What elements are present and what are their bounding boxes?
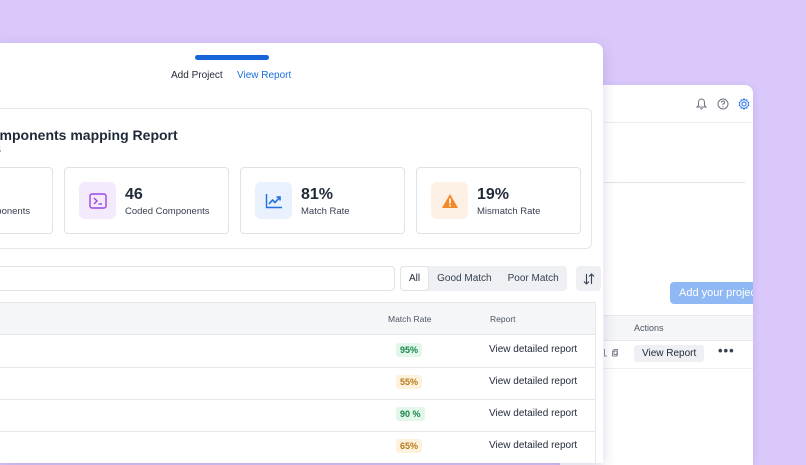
stat-label: Match Rate	[301, 206, 350, 217]
step-view-report[interactable]: View Report	[237, 70, 292, 81]
match-rate-badge: 95%	[396, 343, 423, 357]
report-title: omponents mapping Report	[0, 127, 178, 143]
stat-label: Coded Components	[125, 206, 210, 217]
sort-icon	[583, 272, 594, 285]
form-divider	[604, 182, 745, 183]
match-rate-badge: 55%	[396, 375, 423, 389]
view-detailed-report-link[interactable]: View detailed report	[489, 440, 578, 451]
stat-card-coded-components: 46 Coded Components	[64, 167, 229, 234]
view-detailed-report-link[interactable]: View detailed report	[489, 344, 578, 355]
stat-label: Mismatch Rate	[477, 206, 541, 217]
stepper-progress-bar	[195, 55, 269, 60]
stat-card-mismatch-rate: 19% Mismatch Rate	[416, 167, 581, 234]
actions-header: Actions	[634, 323, 664, 333]
table-row: 90 % View detailed report	[0, 399, 595, 432]
back-table-row: View Report •••	[604, 340, 753, 369]
help-icon[interactable]	[716, 97, 729, 110]
match-rate-badge: 90 %	[396, 407, 425, 421]
warning-icon	[431, 182, 468, 219]
report-window: Add Project View Report omponents mappin…	[0, 43, 603, 463]
table-row: 95% View detailed report	[0, 335, 595, 368]
components-table: Match Rate Report 95% View detailed repo…	[0, 302, 596, 463]
match-rate-badge: 65%	[396, 439, 423, 453]
filter-poor-match[interactable]: Poor Match	[507, 273, 559, 284]
sort-button[interactable]	[576, 266, 601, 291]
filter-all[interactable]: All	[400, 266, 430, 291]
view-report-button[interactable]: View Report	[634, 345, 705, 362]
report-header: Report	[490, 314, 516, 324]
match-filter-group: All Good Match Poor Match	[400, 266, 567, 291]
stat-value: 19%	[477, 186, 510, 203]
more-options-button[interactable]: •••	[718, 343, 735, 358]
filter-good-match[interactable]: Good Match	[437, 273, 492, 284]
table-header: Match Rate Report	[0, 303, 595, 335]
add-project-button[interactable]: Add your project	[670, 282, 753, 304]
stat-card-components: nponents	[0, 167, 53, 234]
header-icons	[695, 97, 750, 110]
bell-icon[interactable]	[695, 97, 708, 110]
stat-label: nponents	[0, 206, 31, 217]
table-row: 65% View detailed report	[0, 431, 595, 463]
terminal-icon	[79, 182, 116, 219]
back-table-header: Actions	[604, 315, 753, 341]
step-add-project[interactable]: Add Project	[171, 70, 223, 81]
header-divider	[604, 122, 753, 123]
stat-card-match-rate: 81% Match Rate	[240, 167, 405, 234]
trend-up-icon	[255, 182, 292, 219]
gear-icon[interactable]	[737, 97, 750, 110]
match-rate-header: Match Rate	[388, 314, 432, 324]
report-subtitle: 15	[0, 145, 1, 155]
stat-value: 46	[125, 186, 143, 203]
report-summary-card: omponents mapping Report 15	[0, 108, 592, 249]
view-detailed-report-link[interactable]: View detailed report	[489, 376, 578, 387]
view-detailed-report-link[interactable]: View detailed report	[489, 408, 578, 419]
search-input[interactable]	[0, 266, 395, 291]
copy-icon[interactable]	[604, 348, 619, 360]
table-row: 55% View detailed report	[0, 367, 595, 400]
stat-value: 81%	[301, 186, 334, 203]
